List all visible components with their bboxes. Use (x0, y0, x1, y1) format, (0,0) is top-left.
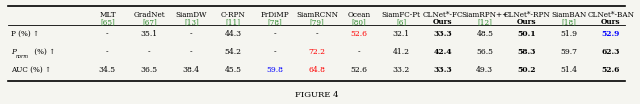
Text: SiamDW: SiamDW (175, 11, 207, 19)
Text: 49.3: 49.3 (476, 66, 493, 74)
Text: -: - (148, 48, 150, 56)
Text: [80]: [80] (351, 18, 367, 26)
Text: [11]: [11] (226, 18, 241, 26)
Text: MLT: MLT (99, 11, 116, 19)
Text: 35.1: 35.1 (141, 30, 158, 38)
Text: -: - (190, 30, 193, 38)
Text: 34.5: 34.5 (99, 66, 116, 74)
Text: 59.8: 59.8 (267, 66, 284, 74)
Text: GradNet: GradNet (134, 11, 165, 19)
Text: 32.1: 32.1 (392, 30, 410, 38)
Text: Ours: Ours (601, 18, 620, 26)
Text: [79]: [79] (310, 18, 324, 26)
Text: 52.6: 52.6 (351, 66, 367, 74)
Text: (%) ↑: (%) ↑ (31, 48, 55, 56)
Text: CLNet*-FC: CLNet*-FC (422, 11, 463, 19)
Text: -: - (106, 48, 109, 56)
Text: 56.5: 56.5 (476, 48, 493, 56)
Text: FIGURE 4: FIGURE 4 (295, 91, 339, 99)
Text: SiamRCNN: SiamRCNN (296, 11, 338, 19)
Text: Ocean: Ocean (348, 11, 371, 19)
Text: -: - (190, 48, 193, 56)
Text: [12]: [12] (477, 18, 492, 26)
Text: 48.5: 48.5 (476, 30, 493, 38)
Text: 45.5: 45.5 (225, 66, 242, 74)
Text: [13]: [13] (184, 18, 198, 26)
Text: Ours: Ours (433, 18, 452, 26)
Text: [18]: [18] (561, 18, 576, 26)
Text: AUC (%) ↑: AUC (%) ↑ (11, 66, 51, 74)
Text: 36.5: 36.5 (141, 66, 158, 74)
Text: -: - (274, 30, 276, 38)
Text: 42.4: 42.4 (433, 48, 452, 56)
Text: 72.2: 72.2 (308, 48, 326, 56)
Text: 52.6: 52.6 (351, 30, 367, 38)
Text: SiamFC-Pt: SiamFC-Pt (381, 11, 420, 19)
Text: [6]: [6] (396, 18, 406, 26)
Text: 50.1: 50.1 (518, 30, 536, 38)
Text: 62.3: 62.3 (602, 48, 620, 56)
Text: 52.6: 52.6 (602, 66, 620, 74)
Text: 44.3: 44.3 (225, 30, 242, 38)
Text: 64.8: 64.8 (308, 66, 326, 74)
Text: norm: norm (16, 54, 29, 59)
Text: CLNet*-RPN: CLNet*-RPN (504, 11, 550, 19)
Text: P: P (11, 48, 16, 56)
Text: 52.9: 52.9 (602, 30, 620, 38)
Text: -: - (316, 30, 319, 38)
Text: Ours: Ours (517, 18, 536, 26)
Text: [67]: [67] (142, 18, 157, 26)
Text: [78]: [78] (268, 18, 282, 26)
Text: PrDiMP: PrDiMP (261, 11, 289, 19)
Text: 51.4: 51.4 (560, 66, 577, 74)
Text: 59.7: 59.7 (560, 48, 577, 56)
Text: 33.3: 33.3 (433, 66, 452, 74)
Text: SiamBAN: SiamBAN (551, 11, 586, 19)
Text: SiamRPN++: SiamRPN++ (461, 11, 508, 19)
Text: 54.2: 54.2 (225, 48, 242, 56)
Text: -: - (106, 30, 109, 38)
Text: 33.2: 33.2 (392, 66, 410, 74)
Text: -: - (358, 48, 360, 56)
Text: 38.4: 38.4 (183, 66, 200, 74)
Text: -: - (274, 48, 276, 56)
Text: 41.2: 41.2 (392, 48, 410, 56)
Text: [65]: [65] (100, 18, 115, 26)
Text: CLNet*-BAN: CLNet*-BAN (587, 11, 634, 19)
Text: P (%) ↑: P (%) ↑ (11, 30, 39, 38)
Text: C-RPN: C-RPN (221, 11, 246, 19)
Text: 50.2: 50.2 (518, 66, 536, 74)
Text: 58.3: 58.3 (518, 48, 536, 56)
Text: 33.3: 33.3 (433, 30, 452, 38)
Text: 51.9: 51.9 (560, 30, 577, 38)
